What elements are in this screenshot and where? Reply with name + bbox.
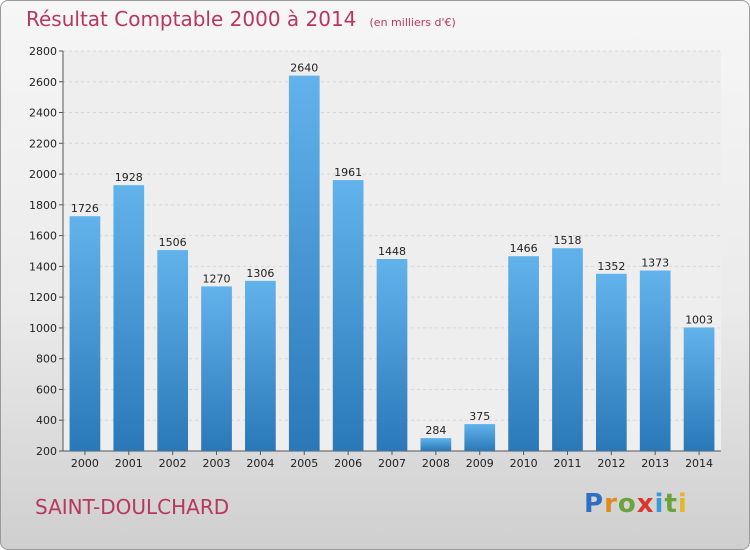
chart-title: Résultat Comptable 2000 à 2014	[26, 7, 357, 31]
logo-letter: i	[677, 489, 688, 519]
data-label: 1306	[246, 267, 274, 280]
bar	[69, 216, 101, 451]
data-label: 1270	[203, 272, 231, 285]
bar	[639, 270, 671, 451]
y-tick-label: 1800	[29, 199, 57, 212]
logo-letter: i	[654, 489, 665, 519]
x-tick-label: 2010	[510, 457, 538, 470]
bar	[332, 180, 364, 452]
y-tick-label: 1400	[29, 260, 57, 273]
y-tick-label: 1200	[29, 291, 57, 304]
bar	[245, 280, 276, 451]
data-label: 1352	[597, 260, 625, 273]
x-tick-label: 2005	[290, 457, 318, 470]
bar	[157, 250, 189, 451]
logo-letter: x	[636, 489, 655, 519]
bar	[464, 424, 496, 451]
logo-letter: o	[617, 489, 637, 519]
data-label: 1928	[115, 171, 143, 184]
x-tick-label: 2002	[159, 457, 187, 470]
x-tick-label: 2013	[641, 457, 669, 470]
x-tick-label: 2011	[553, 457, 581, 470]
x-tick-label: 2003	[203, 457, 231, 470]
data-label: 1466	[510, 242, 538, 255]
data-label: 1448	[378, 245, 406, 258]
bar	[552, 248, 583, 451]
y-tick-label: 2200	[29, 137, 57, 150]
title-block: Résultat Comptable 2000 à 2014 (en milli…	[26, 7, 456, 31]
data-label: 1003	[685, 313, 713, 326]
data-label: 375	[469, 410, 490, 423]
x-tick-label: 2001	[115, 457, 143, 470]
data-label: 1726	[71, 202, 99, 215]
x-tick-label: 2007	[378, 457, 406, 470]
y-tick-label: 2800	[29, 45, 57, 58]
y-tick-label: 200	[36, 445, 57, 458]
proxiti-logo: Proxiti	[584, 489, 688, 519]
bar	[376, 259, 408, 451]
logo-letter: r	[604, 489, 618, 519]
bar	[201, 286, 232, 451]
data-label: 1506	[159, 236, 187, 249]
x-tick-label: 2000	[71, 457, 99, 470]
data-label: 1518	[553, 234, 581, 247]
y-tick-label: 1000	[29, 322, 57, 335]
bar	[683, 327, 715, 451]
city-name: SAINT-DOULCHARD	[35, 495, 230, 519]
y-tick-label: 2600	[29, 76, 57, 89]
data-label: 284	[425, 424, 446, 437]
logo-letter: t	[664, 489, 678, 519]
bar	[508, 256, 539, 451]
x-tick-label: 2012	[597, 457, 625, 470]
y-tick-label: 1600	[29, 230, 57, 243]
bar	[288, 75, 320, 451]
bar	[420, 438, 452, 451]
bar	[113, 185, 145, 451]
y-tick-label: 2000	[29, 168, 57, 181]
y-tick-label: 800	[36, 353, 57, 366]
chart-subtitle: (en milliers d'€)	[369, 16, 456, 29]
x-tick-label: 2009	[466, 457, 494, 470]
data-label: 1961	[334, 166, 362, 179]
y-tick-label: 400	[36, 414, 57, 427]
x-tick-label: 2008	[422, 457, 450, 470]
data-label: 2640	[290, 62, 318, 75]
x-tick-label: 2004	[246, 457, 274, 470]
x-tick-label: 2014	[685, 457, 713, 470]
bar	[595, 273, 627, 451]
y-tick-label: 2400	[29, 107, 57, 120]
logo-letter: P	[584, 489, 605, 519]
data-label: 1373	[641, 257, 669, 270]
y-tick-label: 600	[36, 383, 57, 396]
x-tick-label: 2006	[334, 457, 362, 470]
